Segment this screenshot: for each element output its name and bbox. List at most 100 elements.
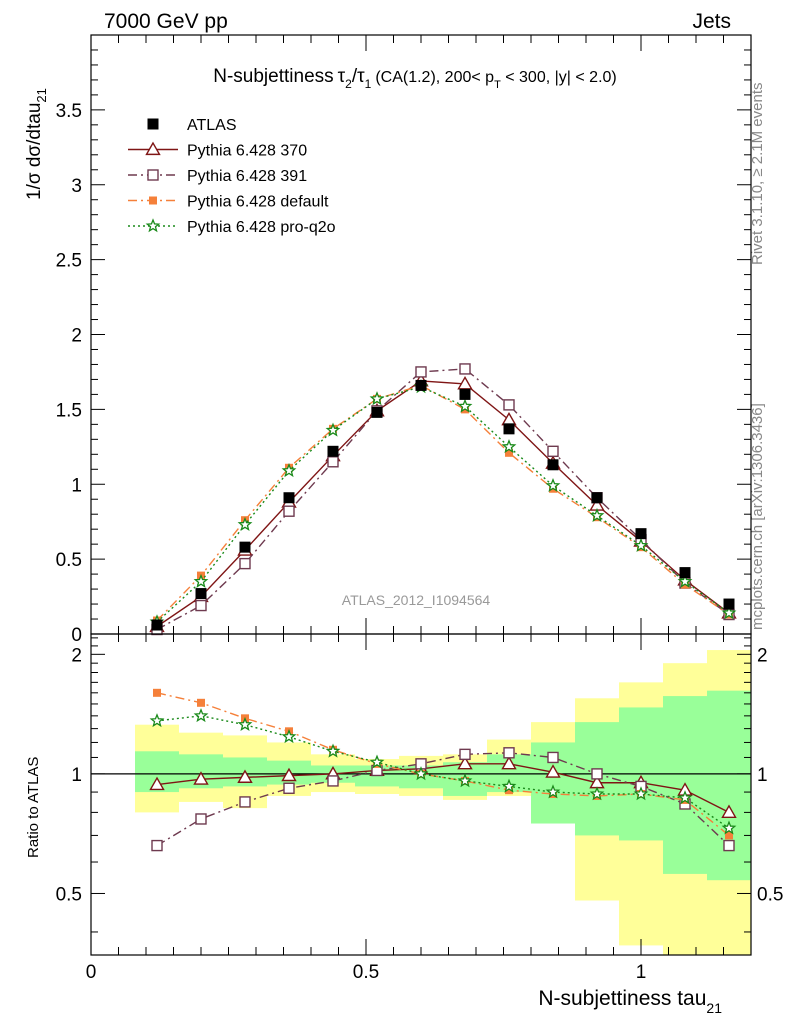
ratio-line-pq2o: [156, 715, 730, 829]
xlabel: N-subjettiness tau21: [538, 987, 722, 1016]
marker-triangle-open: [457, 376, 473, 390]
marker-star-open: [413, 766, 429, 781]
marker-star-open: [237, 716, 253, 731]
marker-square-filled: [679, 567, 691, 579]
marker-star-open: [721, 820, 737, 835]
legend-item-p391: Pythia 6.428 391: [128, 168, 307, 185]
ratio-ytick-label: 2: [71, 645, 82, 666]
marker-square-small: [197, 698, 205, 707]
marker-square-filled: [459, 388, 471, 400]
marker-star-open: [145, 218, 161, 233]
marker-star-open: [501, 439, 517, 454]
main-series-group: [149, 363, 737, 636]
ratio-line-pdefault: [156, 692, 730, 836]
title-cut-b: < 300, |y| < 2.0): [501, 69, 617, 86]
marker-square-open: [547, 445, 559, 458]
marker-square-small: [505, 786, 513, 795]
main-ylabel-text: 1/σ dσ/dtau: [24, 103, 45, 200]
marker-star-open: [281, 729, 297, 744]
marker-square-filled: [723, 598, 735, 610]
main-line-p370: [156, 380, 730, 628]
marker-triangle-open: [501, 755, 517, 770]
marker-star-open: [281, 462, 297, 478]
ratio-ytick-label-right: 0.5: [757, 884, 783, 905]
legend-label-pdefault: Pythia 6.428 default: [187, 194, 329, 211]
marker-square-filled: [547, 459, 559, 471]
main-line-p391: [156, 368, 730, 631]
marker-square-filled: [147, 118, 159, 130]
ratio-ylabel: Ratio to ATLAS: [25, 757, 42, 858]
main-ylabel-sub: 21: [34, 88, 49, 102]
marker-star-open: [501, 778, 517, 793]
ratio-series-pq2o: [149, 708, 737, 835]
main-series-pdefault: [153, 381, 733, 625]
marker-square-small: [725, 831, 733, 840]
marker-star-open: [721, 605, 737, 620]
main-ytick-label: 2.5: [56, 251, 82, 272]
marker-square-open: [283, 782, 295, 794]
main-ytick-label: 3.5: [56, 101, 82, 122]
marker-star-open: [633, 537, 649, 552]
marker-square-filled: [503, 423, 515, 435]
marker-triangle-open: [281, 767, 297, 782]
title-slash: /: [352, 66, 358, 87]
legend-label-p391: Pythia 6.428 391: [187, 168, 307, 185]
xtick-label: 0: [86, 962, 97, 983]
main-ytick-label: 3: [71, 176, 82, 197]
marker-square-filled: [195, 588, 207, 600]
title-space: τ: [338, 66, 346, 87]
marker-star-open: [545, 477, 561, 493]
xtick-label: 0.5: [353, 962, 379, 983]
ratio-band-inner: [707, 690, 751, 881]
marker-square-open: [547, 751, 559, 764]
title-cut-sub: T: [494, 79, 501, 91]
marker-square-filled: [283, 492, 295, 504]
marker-square-open: [503, 399, 515, 411]
marker-square-open: [283, 505, 295, 517]
plot-title: N-subjettiness τ2/τ1 (CA(1.2), 200< pT < 3…: [213, 66, 616, 91]
marker-star-open: [193, 708, 209, 723]
ratio-line-p391: [156, 752, 730, 847]
ratio-ytick-label: 1: [71, 765, 82, 786]
legend-item-pq2o: Pythia 6.428 pro-q2o: [128, 218, 336, 236]
marker-square-filled: [635, 528, 647, 540]
ratio-line-p370: [156, 763, 730, 814]
legend-item-atlas: ATLAS: [147, 117, 237, 134]
watermark: ATLAS_2012_I1094564: [342, 592, 491, 608]
ratio-ytick-label-right: 2: [757, 645, 768, 666]
ratio-series-group: [91, 688, 751, 852]
marker-square-small: [505, 448, 513, 457]
marker-star-open: [325, 743, 341, 758]
marker-square-open: [195, 813, 207, 825]
marker-square-open: [239, 557, 251, 570]
marker-star-open: [237, 516, 253, 531]
main-ytick-label: 1: [71, 475, 82, 496]
marker-square-small: [149, 196, 157, 205]
marker-square-open: [459, 748, 471, 761]
marker-star-open: [589, 507, 605, 522]
marker-star-open: [677, 790, 693, 805]
marker-triangle-open: [193, 771, 209, 785]
ratio-panel: 0 0.5 1 0.5 0.5 1 1 2 2: [56, 633, 783, 983]
marker-triangle-open: [145, 141, 161, 156]
marker-square-open: [195, 599, 207, 612]
side-mcplots-text: mcplots.cern.ch [arXiv:1306.3436]: [749, 403, 766, 630]
legend-label-atlas: ATLAS: [187, 117, 237, 134]
marker-triangle-open: [237, 769, 253, 783]
main-ylabel: 1/σ dσ/dtau21: [24, 88, 49, 200]
title-cut-a: (CA(1.2), 200< p: [375, 69, 494, 86]
marker-square-small: [153, 688, 161, 697]
main-series-atlas: [151, 379, 735, 631]
main-line-pdefault: [156, 384, 730, 622]
main-ytick-label: 0: [71, 625, 82, 646]
marker-square-open: [415, 366, 427, 378]
main-ytick-label: 2: [71, 326, 82, 347]
xlabel-sub: 21: [706, 1000, 722, 1016]
main-axes: 0 0.5 1 1.5 2 2.5 3 3.5: [56, 34, 752, 646]
marker-square-filled: [371, 406, 383, 418]
marker-square-open: [151, 839, 163, 852]
marker-square-open: [459, 363, 471, 375]
title-main: N-subjettiness: [213, 66, 333, 87]
main-ytick-label: 1.5: [56, 400, 82, 421]
